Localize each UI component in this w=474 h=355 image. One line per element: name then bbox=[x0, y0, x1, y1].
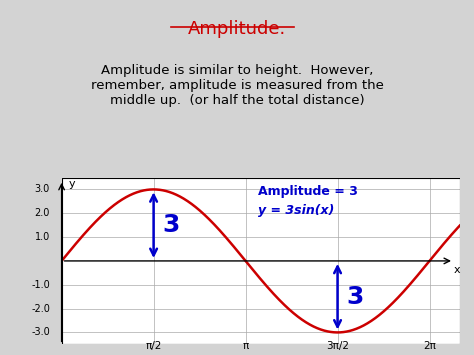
Text: y = 3sin(x): y = 3sin(x) bbox=[258, 204, 334, 217]
Text: Amplitude.: Amplitude. bbox=[188, 20, 286, 38]
Text: π: π bbox=[242, 342, 249, 351]
Text: 3: 3 bbox=[163, 213, 180, 237]
Text: -1.0: -1.0 bbox=[31, 280, 50, 290]
Text: π/2: π/2 bbox=[146, 342, 162, 351]
Text: Amplitude is similar to height.  However,
remember, amplitude is measured from t: Amplitude is similar to height. However,… bbox=[91, 64, 383, 107]
Text: y: y bbox=[69, 179, 75, 189]
Text: 3π/2: 3π/2 bbox=[326, 342, 349, 351]
Text: 3.0: 3.0 bbox=[35, 184, 50, 195]
Text: 2.0: 2.0 bbox=[35, 208, 50, 218]
Text: 2π: 2π bbox=[423, 342, 436, 351]
Text: 3: 3 bbox=[346, 285, 364, 309]
Text: Amplitude = 3: Amplitude = 3 bbox=[258, 185, 358, 198]
Text: x: x bbox=[454, 265, 460, 275]
Text: -2.0: -2.0 bbox=[31, 304, 50, 313]
Text: 1.0: 1.0 bbox=[35, 232, 50, 242]
Text: -3.0: -3.0 bbox=[31, 327, 50, 338]
